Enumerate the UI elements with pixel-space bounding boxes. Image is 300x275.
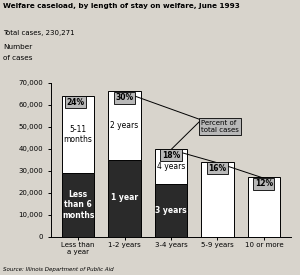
Bar bbox=[248, 177, 280, 236]
Text: 24%: 24% bbox=[67, 98, 85, 107]
Bar bbox=[155, 148, 187, 184]
Text: 5-11
months: 5-11 months bbox=[64, 125, 93, 144]
Text: Less
than 6
months: Less than 6 months bbox=[62, 190, 94, 219]
Bar bbox=[108, 160, 141, 236]
Text: Number: Number bbox=[3, 44, 32, 50]
Text: 1 year: 1 year bbox=[111, 194, 138, 202]
Text: Source: Illinois Department of Public Aid: Source: Illinois Department of Public Ai… bbox=[3, 267, 114, 272]
Text: of cases: of cases bbox=[3, 55, 32, 61]
Text: 30%: 30% bbox=[116, 94, 134, 103]
Text: 3 years: 3 years bbox=[155, 206, 187, 214]
Bar bbox=[108, 91, 141, 160]
Text: 18%: 18% bbox=[162, 151, 180, 160]
Bar bbox=[62, 96, 94, 173]
Text: 2 years: 2 years bbox=[110, 121, 139, 130]
Text: 16%: 16% bbox=[208, 164, 226, 173]
Bar bbox=[201, 162, 234, 236]
Text: 12%: 12% bbox=[255, 179, 273, 188]
Text: Welfare caseload, by length of stay on welfare, June 1993: Welfare caseload, by length of stay on w… bbox=[3, 3, 240, 9]
Bar bbox=[62, 173, 94, 236]
Text: 4 years: 4 years bbox=[157, 162, 185, 170]
Text: Total cases, 230,271: Total cases, 230,271 bbox=[3, 30, 75, 36]
Text: Percent of
total cases: Percent of total cases bbox=[201, 120, 239, 133]
Bar bbox=[155, 184, 187, 236]
